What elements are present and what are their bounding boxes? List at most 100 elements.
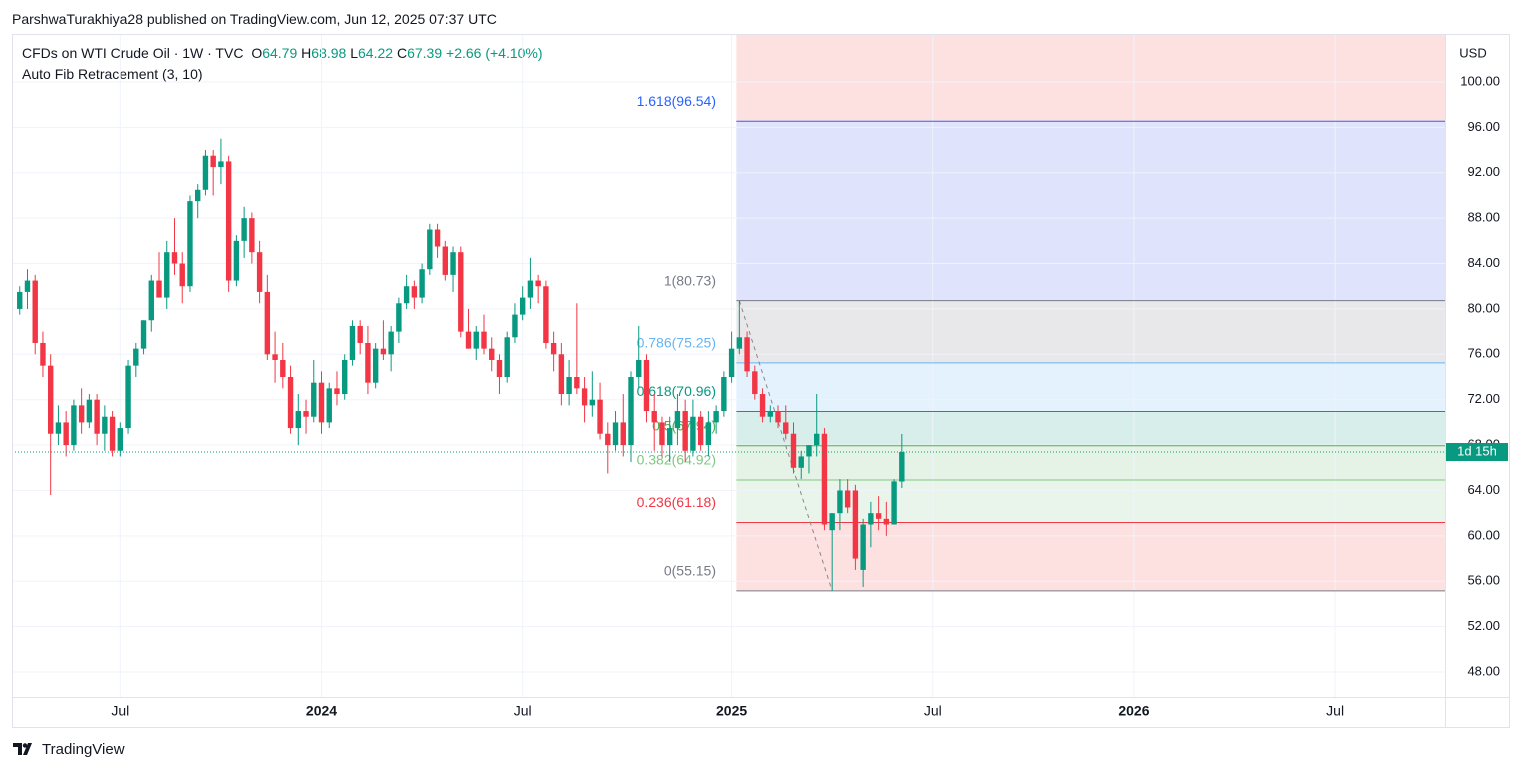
candle-body: [620, 422, 626, 446]
candle-body: [550, 342, 557, 355]
candle-body: [427, 229, 433, 270]
candle-body: [581, 388, 588, 406]
candle-body: [574, 377, 580, 389]
candle-body: [775, 411, 781, 423]
candle-body: [272, 354, 278, 360]
close-value: 67.39: [407, 45, 443, 61]
open-value: 64.79: [262, 45, 298, 61]
candle-body: [195, 189, 201, 202]
symbol-title: CFDs on WTI Crude Oil · 1W · TVC: [22, 45, 244, 61]
fib-label: 0(55.15): [664, 563, 716, 579]
fib-label: 1.618(96.54): [637, 93, 716, 109]
candle-body: [860, 524, 866, 570]
candle-body: [489, 348, 495, 360]
candle-body: [326, 388, 332, 423]
candle-body: [171, 252, 178, 264]
fib-label: 0.786(75.25): [637, 335, 716, 351]
fib-label: 1(80.73): [664, 272, 716, 288]
candle-body: [829, 513, 835, 531]
candle-body: [651, 411, 657, 423]
x-tick-label: Jul: [924, 703, 942, 719]
candle-body: [628, 377, 634, 446]
candle-body: [875, 513, 882, 519]
close-label: C: [396, 45, 408, 61]
y-tick-label: 92.00: [1467, 164, 1500, 179]
candle-body: [697, 416, 704, 446]
candle-body: [233, 240, 240, 281]
candle-body: [318, 382, 325, 423]
candle-body: [597, 399, 603, 434]
fib-zone: [736, 121, 1445, 301]
candle-body: [728, 348, 735, 378]
candle-body: [752, 371, 758, 395]
y-tick-label: 84.00: [1467, 255, 1500, 270]
high-label: H: [301, 45, 312, 61]
fib-zone: [736, 300, 1445, 363]
candle-body: [837, 490, 843, 514]
candle-body: [241, 218, 247, 241]
y-tick-label: 96.00: [1467, 119, 1500, 134]
y-tick-label: 80.00: [1467, 300, 1500, 315]
candle-body: [481, 331, 487, 349]
candle-body: [102, 416, 108, 434]
fib-zone: [736, 480, 1445, 523]
candle-body: [210, 155, 216, 168]
candle-body: [450, 252, 456, 275]
candle-body: [109, 416, 116, 451]
candle-body: [473, 331, 479, 349]
fib-zone: [736, 522, 1445, 591]
low-label: L: [350, 45, 359, 61]
candle-body: [32, 280, 38, 343]
candle-body: [519, 297, 526, 315]
candle-body: [899, 452, 905, 482]
candle-body: [458, 252, 464, 332]
candle-body: [721, 377, 727, 412]
candle-body: [24, 280, 31, 292]
candle-body: [156, 280, 162, 298]
candle-body: [465, 331, 472, 349]
candle-body: [558, 354, 565, 395]
fib-zone: [736, 35, 1445, 122]
candle-body: [47, 365, 54, 434]
candle-body: [218, 161, 224, 168]
fib-label: 0.382(64.92): [637, 452, 716, 468]
candle-body: [682, 411, 688, 451]
candle-body: [419, 269, 425, 298]
symbol-legend: CFDs on WTI Crude Oil · 1W · TVC O64.79 …: [22, 45, 543, 61]
candle-body: [535, 280, 541, 287]
candle-body: [334, 388, 340, 395]
fib-zone: [736, 411, 1445, 446]
candle-body: [403, 286, 410, 304]
candle-body: [759, 394, 766, 417]
y-tick-label: 88.00: [1467, 210, 1500, 225]
y-tick-label: 64.00: [1467, 482, 1500, 497]
candle-body: [140, 320, 147, 349]
candle-body: [342, 359, 348, 395]
candle-body: [806, 445, 812, 457]
candle-body: [125, 365, 131, 429]
frame: [12, 34, 1510, 728]
candle-body: [78, 405, 85, 423]
x-tick-label: Jul: [1326, 703, 1344, 719]
candle-body: [798, 456, 804, 468]
candle-body: [148, 280, 154, 321]
indicator-label: Auto Fib Retracement (3, 10): [22, 66, 203, 82]
x-tick-label: 2024: [306, 703, 337, 719]
candle-body: [249, 218, 255, 253]
footer-brand: TradingView: [42, 741, 125, 758]
fib-label: 0.236(61.18): [637, 494, 716, 510]
candle-body: [133, 348, 139, 366]
y-tick-label: 76.00: [1467, 346, 1500, 361]
candle-body: [844, 490, 851, 508]
fib-zone: [736, 445, 1445, 481]
candle-body: [187, 201, 193, 287]
candle-body: [256, 252, 263, 292]
y-tick-label: 72.00: [1467, 391, 1500, 406]
candle-body: [179, 263, 185, 287]
candle-body: [666, 428, 673, 446]
candle-body: [512, 314, 518, 338]
y-tick-label: 100.00: [1460, 73, 1500, 88]
candle-body: [504, 337, 510, 378]
